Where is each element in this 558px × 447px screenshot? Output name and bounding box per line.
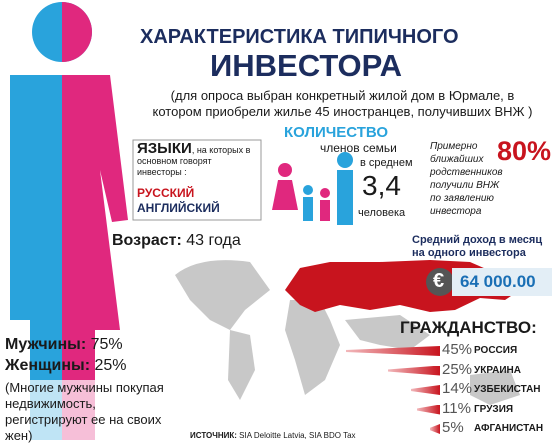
- citizenship-bar: [410, 385, 440, 395]
- men-label: Мужчины:: [5, 336, 87, 353]
- relatives-text: Примерно ближайших родственников получил…: [430, 141, 503, 217]
- source: ИСТОЧНИК: SIA Deloitte Latvia, SIA BDO T…: [190, 431, 356, 440]
- age-value: 43 года: [186, 232, 241, 249]
- world-map: [175, 260, 520, 405]
- subtitle: (для опроса выбран конкретный жилой дом …: [152, 88, 533, 119]
- relatives-value: 80%: [497, 136, 552, 166]
- female-body: [62, 75, 128, 440]
- citizenship-percent: 45%: [442, 341, 473, 358]
- language: РУССКИЙ: [137, 186, 195, 200]
- family-line2: в среднем: [360, 157, 413, 169]
- income-label: Средний доход в месяц на одного инвестор…: [412, 234, 543, 259]
- family-heading: КОЛИЧЕСТВО: [284, 124, 389, 141]
- source-text: SIA Deloitte Latvia, SIA BDO Tax: [239, 431, 356, 440]
- citizenship-bar: [387, 365, 440, 376]
- languages-box: [132, 139, 262, 221]
- age: Возраст: 43 года: [112, 232, 241, 250]
- income-currency: €: [433, 270, 445, 292]
- languages-desc: , на которых в основном говорят инвестор…: [137, 145, 251, 177]
- citizenship-country: РОССИЯ: [474, 345, 518, 356]
- women-label: Женщины:: [5, 357, 91, 374]
- age-label: Возраст:: [112, 232, 182, 249]
- languages-heading: ЯЗЫКИ: [137, 140, 192, 157]
- male-body: [10, 75, 62, 440]
- citizenship-bar: [429, 424, 440, 434]
- citizenship-country: ГРУЗИЯ: [474, 403, 514, 415]
- language: АНГЛИЙСКИЙ: [137, 201, 220, 215]
- men: Мужчины: 75%: [5, 336, 123, 354]
- women-value: 25%: [94, 357, 127, 374]
- title-line2: ИНВЕСТОРА: [210, 48, 402, 83]
- citizenship-title: ГРАЖДАНСТВО:: [400, 318, 537, 337]
- citizenship-percent: 14%: [442, 380, 473, 397]
- women: Женщины: 25%: [5, 357, 127, 375]
- income-box: [452, 268, 552, 296]
- citizenship-country: УЗБЕКИСТАН: [474, 384, 541, 395]
- family-figures: [272, 152, 353, 225]
- head-half: [62, 2, 92, 62]
- citizenship-bar: [345, 346, 440, 356]
- source-label: ИСТОЧНИК:: [190, 431, 237, 440]
- family-value: 3,4: [362, 170, 401, 201]
- title-line1: ХАРАКТЕРИСТИКА ТИПИЧНОГО: [140, 26, 459, 48]
- citizenship-bar: [416, 404, 440, 415]
- citizenship-percent: 11%: [442, 399, 471, 417]
- languages-text: ЯЗЫКИ, на которых в основном говорят инв…: [137, 140, 257, 178]
- family-line1: членов семьи: [320, 141, 397, 155]
- gender-note: (Многие мужчины покупая недвижимость, ре…: [5, 380, 180, 444]
- citizenship-percent: 5%: [442, 419, 464, 436]
- family-unit: человека: [358, 207, 406, 219]
- euro-badge: [426, 268, 454, 296]
- income-value: 64 000.00: [460, 272, 536, 291]
- citizenship-percent: 25%: [442, 360, 473, 378]
- citizenship-country: АФГАНИСТАН: [474, 423, 544, 434]
- citizenship-country: УКРАИНА: [474, 364, 521, 376]
- men-value: 75%: [90, 336, 123, 353]
